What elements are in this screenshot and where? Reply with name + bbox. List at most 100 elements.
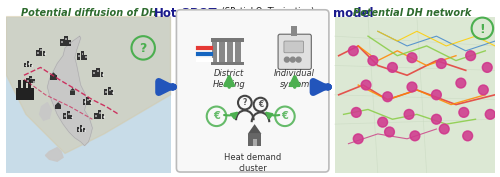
Polygon shape (70, 88, 75, 91)
FancyBboxPatch shape (335, 17, 495, 173)
Circle shape (482, 62, 492, 72)
Circle shape (404, 109, 414, 119)
Text: Individual
system: Individual system (274, 69, 315, 89)
Bar (16, 88, 34, 100)
Bar (100, 72, 103, 77)
Bar (24, 62, 26, 67)
FancyBboxPatch shape (176, 10, 329, 172)
Bar (26, 78, 29, 83)
Circle shape (432, 114, 442, 124)
Bar (31, 65, 33, 67)
Bar (78, 55, 80, 57)
Bar (84, 101, 86, 103)
Text: ?: ? (140, 42, 147, 55)
Circle shape (410, 131, 420, 141)
Bar (102, 114, 104, 119)
Bar (84, 130, 86, 132)
Bar (94, 72, 96, 74)
Circle shape (384, 127, 394, 137)
Bar (89, 100, 91, 105)
Bar (80, 127, 82, 129)
Bar (212, 38, 218, 65)
FancyBboxPatch shape (278, 34, 312, 69)
Bar (104, 89, 107, 95)
Bar (50, 75, 56, 80)
Bar (99, 112, 101, 114)
Circle shape (456, 78, 466, 88)
Bar (30, 64, 32, 67)
Bar (27, 61, 30, 67)
Bar (82, 99, 86, 105)
Bar (42, 51, 45, 56)
Bar (84, 55, 87, 60)
Text: ?: ? (242, 98, 247, 107)
Bar (25, 64, 27, 66)
Text: Potential diffusion of DH: Potential diffusion of DH (22, 8, 158, 18)
Circle shape (354, 134, 363, 144)
Bar (112, 92, 114, 94)
Bar (70, 115, 72, 119)
Bar (228, 38, 233, 65)
Bar (30, 78, 32, 79)
Bar (82, 53, 84, 55)
Bar (55, 105, 61, 109)
Bar (80, 125, 82, 132)
Bar (40, 49, 42, 51)
Bar (248, 134, 262, 146)
Polygon shape (248, 124, 262, 134)
Polygon shape (50, 72, 56, 75)
Bar (63, 113, 66, 119)
Bar (18, 80, 21, 88)
Bar (28, 80, 31, 88)
Bar (291, 26, 296, 36)
Bar (235, 38, 241, 65)
Bar (66, 111, 70, 119)
Bar (98, 110, 102, 119)
Bar (96, 115, 98, 117)
Bar (80, 51, 84, 60)
Circle shape (407, 82, 417, 92)
Circle shape (463, 131, 472, 141)
Bar (86, 56, 87, 58)
Bar (96, 68, 100, 77)
Circle shape (478, 85, 488, 95)
Circle shape (354, 134, 363, 144)
Bar (36, 50, 38, 56)
Bar (23, 80, 26, 88)
Circle shape (382, 92, 392, 102)
Circle shape (378, 117, 388, 127)
Bar (252, 139, 256, 146)
Bar (90, 102, 92, 104)
Circle shape (456, 78, 466, 88)
Circle shape (348, 46, 358, 56)
Circle shape (432, 114, 442, 124)
Text: €: € (213, 111, 220, 121)
Bar (210, 38, 244, 42)
Text: (SPatial OpTimisation): (SPatial OpTimisation) (220, 7, 318, 16)
Bar (34, 81, 35, 83)
Text: District
Heating: District Heating (213, 69, 246, 89)
Bar (32, 79, 34, 83)
Circle shape (482, 62, 492, 72)
Circle shape (410, 131, 420, 141)
Circle shape (407, 82, 417, 92)
Circle shape (432, 90, 442, 100)
Text: Hot-SPOT: Hot-SPOT (154, 7, 218, 20)
Bar (103, 116, 105, 118)
Circle shape (388, 62, 398, 72)
FancyBboxPatch shape (284, 41, 304, 53)
Bar (36, 52, 38, 54)
Bar (64, 115, 66, 117)
Circle shape (382, 92, 392, 102)
Circle shape (407, 53, 417, 62)
Text: €: € (282, 111, 288, 121)
Bar (87, 99, 89, 101)
Circle shape (407, 53, 417, 62)
Bar (70, 91, 75, 95)
Circle shape (436, 59, 446, 68)
Bar (102, 74, 103, 76)
Bar (71, 116, 73, 118)
Bar (108, 88, 110, 90)
Bar (68, 113, 70, 115)
Bar (94, 113, 98, 119)
